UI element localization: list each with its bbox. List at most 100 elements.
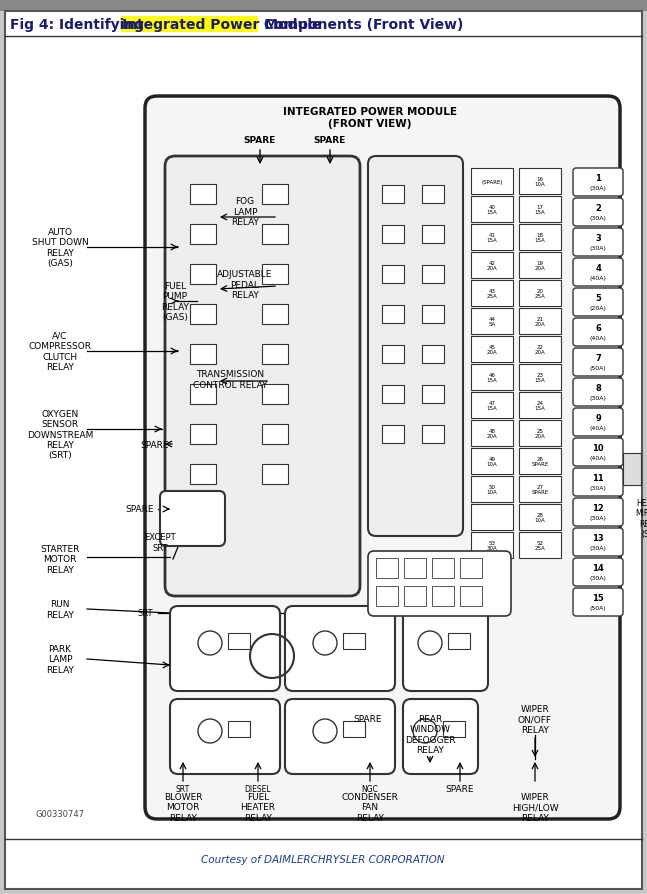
Bar xyxy=(422,226,444,243)
Bar xyxy=(382,346,404,363)
Text: CONDENSER
FAN
RELAY: CONDENSER FAN RELAY xyxy=(342,792,399,822)
Bar xyxy=(519,533,561,559)
Text: Integrated Power Module: Integrated Power Module xyxy=(122,18,322,32)
Text: FOG
LAMP
RELAY: FOG LAMP RELAY xyxy=(231,197,259,227)
FancyBboxPatch shape xyxy=(573,409,623,436)
Text: 6: 6 xyxy=(595,324,601,333)
Bar xyxy=(471,504,513,530)
Text: 53
30A: 53 30A xyxy=(487,540,498,551)
Text: (50A): (50A) xyxy=(589,605,606,611)
Text: 26
SPARE: 26 SPARE xyxy=(531,456,549,467)
Text: 24
15A: 24 15A xyxy=(534,401,545,411)
Bar xyxy=(422,426,444,443)
Bar xyxy=(190,185,215,205)
Text: 41
15A: 41 15A xyxy=(487,232,498,243)
Bar xyxy=(471,308,513,334)
Bar xyxy=(623,453,641,485)
Text: DIESEL: DIESEL xyxy=(245,785,271,794)
Text: (20A): (20A) xyxy=(589,306,606,311)
Text: 28
10A: 28 10A xyxy=(534,512,545,523)
Text: 16
10A: 16 10A xyxy=(534,176,545,187)
Bar xyxy=(471,197,513,223)
Bar xyxy=(471,420,513,446)
Bar xyxy=(471,533,513,559)
Bar xyxy=(263,465,288,485)
Text: 21
20A: 21 20A xyxy=(534,316,545,327)
Text: (40A): (40A) xyxy=(589,336,606,341)
Text: 11: 11 xyxy=(592,474,604,483)
Text: 14: 14 xyxy=(592,564,604,573)
Text: 12: 12 xyxy=(592,503,604,513)
Bar xyxy=(190,345,215,365)
Text: (30A): (30A) xyxy=(589,246,606,251)
Bar xyxy=(519,169,561,195)
Bar xyxy=(471,449,513,475)
FancyBboxPatch shape xyxy=(573,349,623,376)
Text: REAR
WINDOW
DEFOGGER
RELAY: REAR WINDOW DEFOGGER RELAY xyxy=(405,714,455,755)
Text: (40A): (40A) xyxy=(589,426,606,431)
Bar xyxy=(422,346,444,363)
Text: (30A): (30A) xyxy=(589,516,606,520)
Text: (FRONT VIEW): (FRONT VIEW) xyxy=(328,119,411,129)
Bar xyxy=(422,306,444,324)
Text: BLOWER
MOTOR
RELAY: BLOWER MOTOR RELAY xyxy=(164,792,203,822)
Bar xyxy=(404,586,426,606)
Bar xyxy=(343,721,365,738)
Bar xyxy=(460,559,482,578)
Bar xyxy=(519,365,561,391)
Bar xyxy=(0,0,647,12)
FancyBboxPatch shape xyxy=(573,229,623,257)
Text: 45
20A: 45 20A xyxy=(487,344,498,355)
Text: 48
20A: 48 20A xyxy=(487,428,498,439)
Text: 19
20A: 19 20A xyxy=(534,260,545,271)
FancyBboxPatch shape xyxy=(403,606,488,691)
FancyBboxPatch shape xyxy=(145,97,620,819)
FancyBboxPatch shape xyxy=(285,699,395,774)
Text: 15: 15 xyxy=(592,594,604,603)
Text: 52
25A: 52 25A xyxy=(534,540,545,551)
Bar xyxy=(382,226,404,243)
FancyBboxPatch shape xyxy=(573,169,623,197)
Text: SPARE: SPARE xyxy=(141,440,170,449)
Bar xyxy=(263,384,288,404)
Text: 3: 3 xyxy=(595,234,601,243)
Text: 5: 5 xyxy=(595,294,601,303)
FancyBboxPatch shape xyxy=(170,699,280,774)
Bar xyxy=(432,559,454,578)
FancyBboxPatch shape xyxy=(285,606,395,691)
Text: SRT: SRT xyxy=(137,609,153,618)
Bar xyxy=(471,169,513,195)
FancyBboxPatch shape xyxy=(573,499,623,527)
Text: 27
SPARE: 27 SPARE xyxy=(531,484,549,495)
Bar xyxy=(519,281,561,307)
Text: SPARE: SPARE xyxy=(354,714,382,723)
Text: (30A): (30A) xyxy=(589,396,606,401)
Bar xyxy=(519,308,561,334)
FancyBboxPatch shape xyxy=(160,492,225,546)
Text: (30A): (30A) xyxy=(589,576,606,580)
Bar xyxy=(471,477,513,502)
Text: 47
15A: 47 15A xyxy=(487,401,498,411)
FancyBboxPatch shape xyxy=(573,198,623,227)
Text: NGC: NGC xyxy=(362,785,378,794)
Text: SRT: SRT xyxy=(176,785,190,794)
Bar xyxy=(382,386,404,403)
Bar xyxy=(519,253,561,279)
Bar xyxy=(471,337,513,363)
Bar xyxy=(382,306,404,324)
Text: 50
10A: 50 10A xyxy=(487,484,498,495)
Bar xyxy=(228,721,250,738)
Bar xyxy=(382,266,404,283)
Bar xyxy=(519,224,561,250)
Text: 1: 1 xyxy=(595,174,601,183)
Text: (30A): (30A) xyxy=(589,215,606,221)
Text: 43
25A: 43 25A xyxy=(487,288,498,299)
Bar xyxy=(519,477,561,502)
Bar xyxy=(190,425,215,444)
Bar xyxy=(382,186,404,204)
Text: (30A): (30A) xyxy=(589,545,606,551)
Bar xyxy=(471,392,513,418)
Bar xyxy=(422,186,444,204)
Text: 42
20A: 42 20A xyxy=(487,260,498,271)
FancyBboxPatch shape xyxy=(170,606,280,691)
